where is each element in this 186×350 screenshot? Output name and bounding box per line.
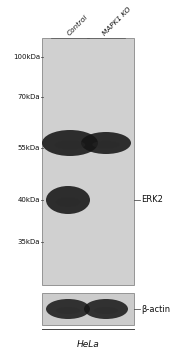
Text: 55kDa: 55kDa xyxy=(18,145,40,151)
Text: 70kDa: 70kDa xyxy=(17,94,40,100)
Text: ERK2: ERK2 xyxy=(141,196,163,204)
Ellipse shape xyxy=(56,197,80,207)
Text: 100kDa: 100kDa xyxy=(13,54,40,60)
Text: MAPK1 KO: MAPK1 KO xyxy=(102,6,132,36)
Ellipse shape xyxy=(84,299,128,319)
Ellipse shape xyxy=(81,132,131,154)
Bar xyxy=(42,38,134,285)
Ellipse shape xyxy=(55,140,85,149)
Ellipse shape xyxy=(92,141,120,148)
Ellipse shape xyxy=(94,307,118,314)
Text: 35kDa: 35kDa xyxy=(18,239,40,245)
Text: HeLa: HeLa xyxy=(77,340,99,349)
Ellipse shape xyxy=(42,130,98,156)
Text: 40kDa: 40kDa xyxy=(18,197,40,203)
Ellipse shape xyxy=(46,299,90,319)
Ellipse shape xyxy=(56,307,80,314)
Ellipse shape xyxy=(46,186,90,214)
Bar xyxy=(42,293,134,325)
Text: Control: Control xyxy=(66,13,89,36)
Text: β-actin: β-actin xyxy=(141,304,171,314)
